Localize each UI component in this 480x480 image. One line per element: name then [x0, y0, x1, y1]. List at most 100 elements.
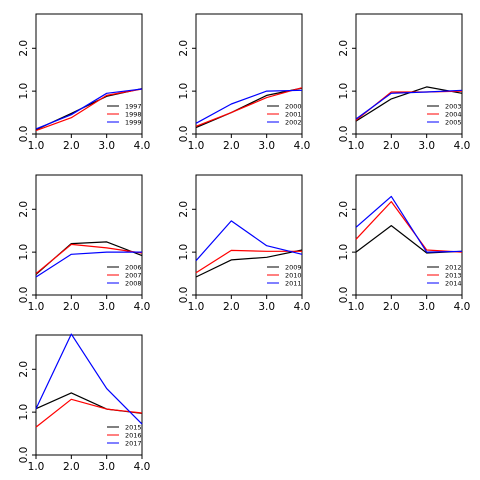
x-tick-label: 4.0: [294, 301, 311, 313]
y-tick-label: 2.0: [178, 201, 190, 218]
legend-label: 1997: [125, 102, 142, 110]
x-tick-label: 1.0: [348, 301, 365, 313]
x-tick-label: 1.0: [188, 140, 205, 152]
plot-frame: [195, 174, 303, 296]
y-tick-label: 1.0: [18, 83, 30, 100]
series-line: [35, 243, 143, 275]
legend-label: 2004: [445, 110, 462, 118]
x-tick-label: 1.0: [28, 140, 45, 152]
x-tick-label: 1.0: [28, 301, 45, 313]
plot-frame: [35, 334, 143, 456]
series-line: [35, 333, 143, 425]
y-tick-label: 1.0: [338, 83, 350, 100]
plot-frame: [355, 13, 463, 135]
x-tick-label: 3.0: [98, 301, 115, 313]
x-tick-label: 2.0: [383, 140, 400, 152]
y-tick-label: 0.0: [338, 287, 350, 304]
series-line: [195, 89, 303, 124]
y-tick-label: 2.0: [18, 201, 30, 218]
y-tick-label: 0.0: [178, 126, 190, 143]
x-tick-label: 3.0: [258, 301, 275, 313]
y-tick-label: 1.0: [178, 244, 190, 261]
x-tick-label: 3.0: [98, 140, 115, 152]
x-tick-label: 4.0: [134, 461, 151, 473]
x-tick-label: 3.0: [98, 461, 115, 473]
series-line: [195, 249, 302, 274]
y-tick-label: 0.0: [178, 287, 190, 304]
plot-frame: [35, 174, 143, 296]
legend-label: 2005: [445, 118, 462, 126]
x-tick-label: 2.0: [63, 301, 80, 313]
series-line: [195, 87, 303, 127]
x-tick-label: 4.0: [134, 301, 151, 313]
legend-label: 2009: [285, 263, 302, 271]
plot-frame: [355, 174, 463, 296]
y-tick-label: 1.0: [178, 83, 190, 100]
legend-label: 2000: [285, 102, 302, 110]
series-line: [35, 88, 143, 130]
legend-label: 2011: [285, 279, 302, 287]
x-tick-label: 3.0: [258, 140, 275, 152]
x-tick-label: 4.0: [294, 140, 311, 152]
series-line: [35, 251, 142, 278]
x-tick-label: 2.0: [63, 140, 80, 152]
legend-label: 1999: [125, 118, 142, 126]
x-tick-label: 1.0: [348, 140, 365, 152]
x-tick-label: 2.0: [223, 301, 240, 313]
legend-label: 2003: [445, 102, 462, 110]
x-tick-label: 4.0: [454, 301, 471, 313]
x-tick-label: 4.0: [134, 140, 151, 152]
x-tick-label: 2.0: [223, 140, 240, 152]
x-tick-label: 1.0: [28, 461, 45, 473]
legend-label: 2015: [125, 423, 142, 431]
plot-frame: [35, 13, 143, 135]
y-tick-label: 2.0: [18, 40, 30, 57]
legend-label: 2006: [125, 263, 142, 271]
series-line: [35, 398, 143, 428]
y-tick-label: 1.0: [338, 244, 350, 261]
x-tick-label: 2.0: [63, 461, 80, 473]
series-line: [195, 220, 303, 262]
legend-label: 2007: [125, 271, 142, 279]
x-tick-label: 3.0: [418, 301, 435, 313]
series-line: [355, 195, 463, 253]
series-line: [35, 88, 143, 132]
x-tick-label: 2.0: [383, 301, 400, 313]
y-tick-label: 2.0: [178, 40, 190, 57]
x-tick-label: 4.0: [454, 140, 471, 152]
x-tick-label: 1.0: [188, 301, 205, 313]
legend-label: 2008: [125, 279, 142, 287]
series-line: [355, 89, 463, 120]
series-line: [35, 392, 143, 414]
y-tick-label: 0.0: [338, 126, 350, 143]
legend-label: 1998: [125, 110, 142, 118]
y-tick-label: 0.0: [18, 126, 30, 143]
x-tick-label: 3.0: [418, 140, 435, 152]
legend-label: 2010: [285, 271, 302, 279]
series-line: [355, 225, 463, 254]
legend-label: 2001: [285, 110, 302, 118]
legend-label: 2012: [445, 263, 462, 271]
legend-label: 2016: [125, 431, 142, 439]
y-tick-label: 0.0: [18, 287, 30, 304]
legend-label: 2014: [445, 279, 462, 287]
y-tick-label: 2.0: [18, 361, 30, 378]
y-tick-label: 1.0: [18, 404, 30, 421]
legend-label: 2017: [125, 439, 142, 447]
y-tick-label: 1.0: [18, 244, 30, 261]
y-tick-label: 0.0: [18, 447, 30, 464]
series-line: [195, 249, 303, 278]
legend-label: 2002: [285, 118, 302, 126]
y-tick-label: 2.0: [338, 40, 350, 57]
plot-frame: [195, 13, 303, 135]
series-line: [355, 201, 463, 253]
y-tick-label: 2.0: [338, 201, 350, 218]
